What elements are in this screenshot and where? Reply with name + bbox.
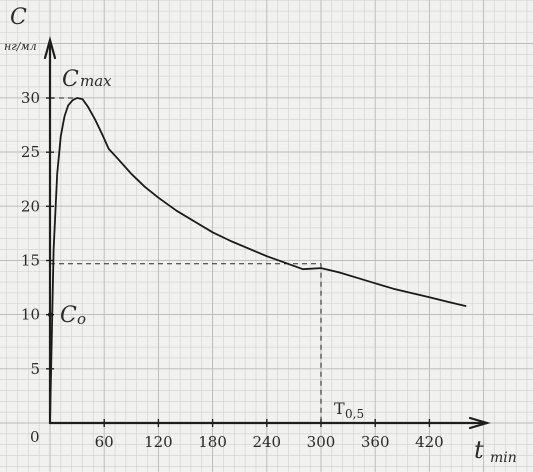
concentration-curve	[49, 97, 467, 424]
y-tick-label: 10	[21, 306, 40, 324]
x-tick-label: 300	[307, 433, 336, 451]
x-tick-label: 420	[415, 433, 444, 451]
axes	[43, 35, 491, 430]
x-tick-label: 120	[144, 433, 173, 451]
x-axis-unit: min	[490, 450, 517, 466]
x-axis-arrow	[468, 416, 491, 430]
x-axis-label: t	[474, 436, 484, 464]
y-tick-label: 5	[30, 360, 40, 378]
c0-subscript: o	[77, 310, 86, 328]
x-tick-label: 60	[95, 433, 114, 451]
x-tick-label: 360	[361, 433, 390, 451]
y-axis-label: C	[10, 5, 27, 30]
origin-label: 0	[30, 428, 40, 446]
ticks: 60 120 180 240 300 360 420 5 10 15 20 25 30	[21, 89, 444, 451]
x-tick-label: 240	[252, 433, 281, 451]
x-tick-label: 180	[198, 433, 227, 451]
c0-label: C	[60, 303, 77, 328]
y-axis-arrow	[43, 35, 57, 60]
labels: C нг/мл t min 0 C max C o T 0,5	[4, 5, 517, 466]
y-tick-label: 30	[21, 89, 40, 107]
half-life-subscript: 0,5	[345, 407, 364, 421]
y-tick-label: 15	[21, 252, 40, 270]
cmax-label: C	[62, 67, 79, 92]
cmax-subscript: max	[80, 72, 112, 90]
y-axis-unit: нг/мл	[4, 40, 37, 53]
y-tick-label: 25	[21, 143, 40, 161]
half-life-label: T	[334, 399, 345, 418]
y-tick-label: 20	[21, 197, 40, 215]
